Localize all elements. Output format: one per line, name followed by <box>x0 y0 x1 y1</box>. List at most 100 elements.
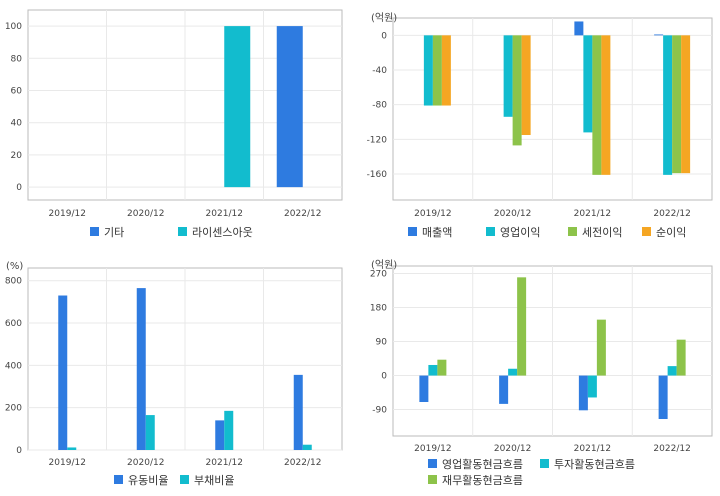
x-tick-label: 2019/12 <box>414 209 451 219</box>
bar <box>667 366 677 376</box>
y-tick-label: -40 <box>372 66 387 76</box>
bar <box>419 375 429 402</box>
y-tick-label: 0 <box>16 183 22 193</box>
legend-swatch <box>408 227 417 236</box>
bar <box>521 35 531 136</box>
bar <box>437 359 447 376</box>
bar <box>58 295 68 450</box>
x-tick-label: 2022/12 <box>653 209 690 219</box>
bar <box>224 410 234 450</box>
bar <box>499 375 509 404</box>
bar <box>578 375 588 411</box>
bar <box>276 26 303 188</box>
bar <box>136 288 146 450</box>
bar <box>423 35 433 106</box>
bar <box>596 319 606 376</box>
legend-label: 순이익 <box>656 226 686 239</box>
unit-label: (억원) <box>371 259 397 271</box>
legend-label: 재무활동현금흐름 <box>442 473 523 487</box>
bar <box>503 35 513 117</box>
y-tick-label: 90 <box>376 338 388 348</box>
y-tick-label: -90 <box>372 406 387 416</box>
y-tick-label: 400 <box>5 361 22 371</box>
x-tick-label: 2021/12 <box>574 209 611 219</box>
legend-swatch <box>540 459 549 468</box>
legend-swatch <box>486 227 495 236</box>
bar <box>587 375 597 398</box>
bar <box>432 35 442 106</box>
legend-swatch <box>428 459 437 468</box>
legend-label: 매출액 <box>422 226 452 239</box>
x-tick-label: 2019/12 <box>49 458 86 468</box>
bar <box>428 364 438 376</box>
x-tick-label: 2019/12 <box>49 209 86 219</box>
y-tick-label: 180 <box>370 304 387 314</box>
y-tick-label: 270 <box>370 270 387 280</box>
y-tick-label: 80 <box>11 54 23 64</box>
bar <box>672 35 682 174</box>
bar <box>658 375 668 419</box>
y-tick-label: -80 <box>372 101 387 111</box>
x-tick-label: 2022/12 <box>653 444 690 454</box>
bar <box>224 26 251 188</box>
bar <box>441 35 451 106</box>
legend-label: 라이센스아웃 <box>192 226 253 239</box>
bar <box>592 35 602 175</box>
y-tick-label: 200 <box>5 404 22 414</box>
legend-swatch <box>642 227 651 236</box>
bar <box>663 35 673 175</box>
legend-swatch <box>180 475 189 484</box>
bar <box>302 444 312 450</box>
chart-3: 0 200 400 600 800 (%) 2019/12 2020/12 2021/12 202… <box>5 261 343 487</box>
bar <box>681 35 691 174</box>
x-tick-label: 2021/12 <box>206 458 243 468</box>
y-tick-label: 0 <box>381 31 387 41</box>
legend-swatch <box>568 227 577 236</box>
y-tick-label: 800 <box>5 277 22 287</box>
x-tick-label: 2019/12 <box>414 444 451 454</box>
bar <box>145 415 155 450</box>
unit-label: (억원) <box>371 12 397 24</box>
bar <box>676 339 686 376</box>
legend-swatch <box>428 475 437 484</box>
legend-label: 세전이익 <box>582 226 622 239</box>
x-tick-label: 2022/12 <box>284 458 321 468</box>
y-tick-label: -120 <box>367 135 388 145</box>
legend-label: 투자활동현금흐름 <box>554 457 635 471</box>
bar <box>517 277 527 376</box>
bar <box>512 35 522 146</box>
bar <box>574 21 584 36</box>
legend-label: 영업이익 <box>500 226 540 239</box>
y-tick-label: 0 <box>16 446 22 456</box>
y-tick-label: 40 <box>11 119 23 129</box>
y-tick-label: 600 <box>5 319 22 329</box>
chart-2: 0 -40 -80 -120 -160 (억원) 2019/12 2020/12 2021/12… <box>367 12 713 239</box>
y-tick-label: 20 <box>11 151 23 161</box>
legend-label: 부채비율 <box>194 474 234 487</box>
bar <box>583 35 593 133</box>
x-tick-label: 2020/12 <box>494 444 531 454</box>
legend-label: 기타 <box>104 226 124 239</box>
legend-swatch <box>178 227 187 236</box>
bar <box>215 420 225 450</box>
unit-label: (%) <box>6 261 23 272</box>
bar <box>293 374 303 450</box>
y-tick-label: -160 <box>367 170 388 180</box>
x-tick-label: 2021/12 <box>574 444 611 454</box>
legend-label: 영업활동현금흐름 <box>442 457 523 471</box>
y-tick-label: 0 <box>381 372 387 382</box>
legend-swatch <box>90 227 99 236</box>
bar <box>67 447 77 450</box>
x-tick-label: 2020/12 <box>127 458 164 468</box>
x-tick-label: 2021/12 <box>206 209 243 219</box>
legend-label: 유동비율 <box>128 474 168 487</box>
bar <box>508 368 518 376</box>
y-tick-label: 60 <box>11 87 23 97</box>
chart-1: 0 20 40 60 80 100 2019/12 2020/12 2021/12 2022/12… <box>5 9 343 239</box>
legend-swatch <box>114 475 123 484</box>
y-tick-label: 100 <box>5 22 22 32</box>
x-tick-label: 2022/12 <box>284 209 321 219</box>
bar <box>601 35 611 175</box>
x-tick-label: 2020/12 <box>494 209 531 219</box>
